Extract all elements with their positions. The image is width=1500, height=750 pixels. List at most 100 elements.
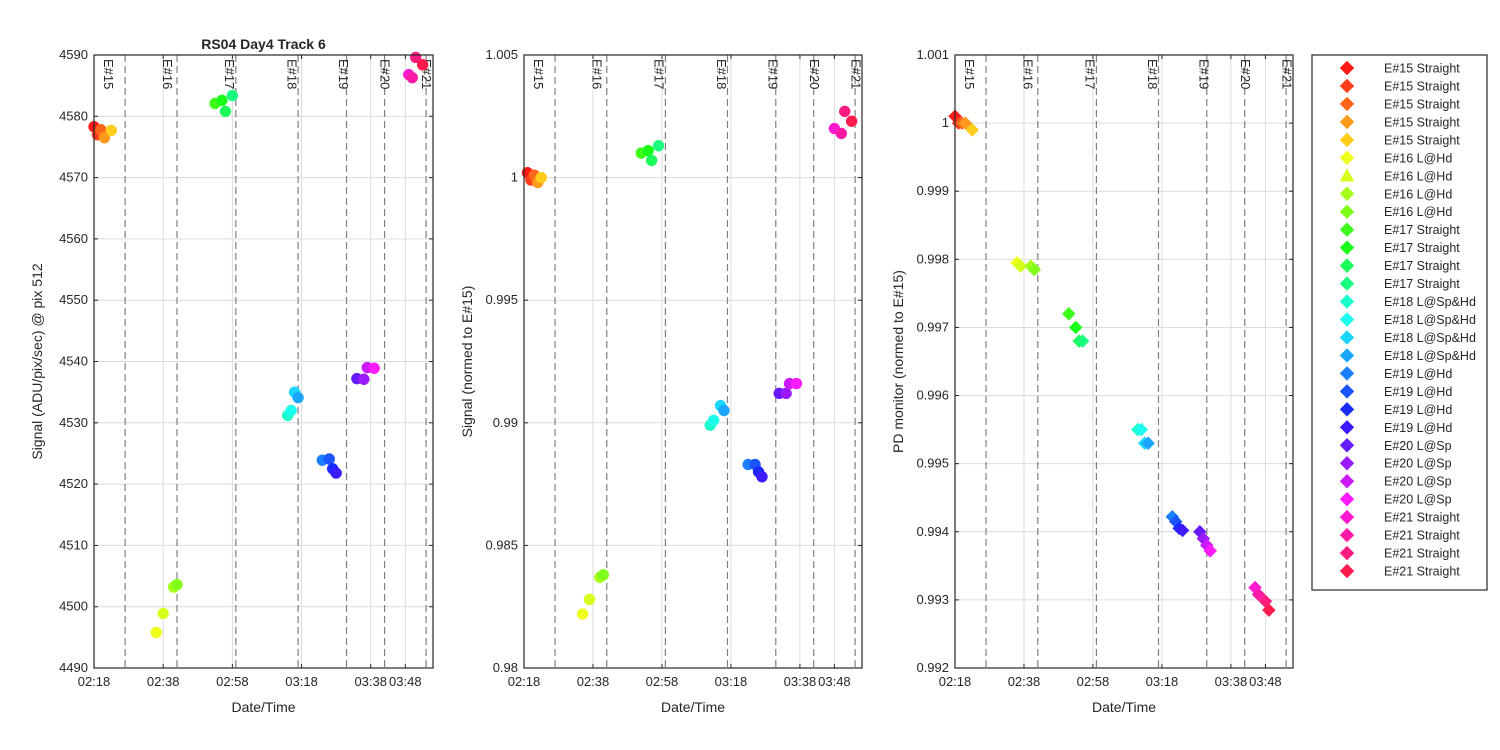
chart-title: RS04 Day4 Track 6 bbox=[201, 36, 326, 52]
x-tick-label: 03:38 bbox=[354, 674, 387, 689]
y-tick-label: 4500 bbox=[59, 599, 88, 614]
legend-marker bbox=[1339, 222, 1355, 237]
y-tick-label: 4510 bbox=[59, 537, 88, 552]
event-label: E#17 bbox=[1083, 59, 1098, 89]
event-label: E#18 bbox=[714, 59, 729, 89]
legend-marker bbox=[1339, 258, 1355, 273]
y-tick-label: 0.993 bbox=[916, 592, 949, 607]
y-tick-label: 0.998 bbox=[916, 251, 949, 266]
data-point bbox=[1141, 436, 1155, 451]
x-axis-label: Date/Time bbox=[231, 699, 295, 715]
data-point bbox=[1061, 306, 1076, 321]
y-tick-label: 0.997 bbox=[916, 319, 949, 334]
legend-label: E#16 L@Hd bbox=[1384, 205, 1452, 219]
y-tick-label: 4590 bbox=[59, 47, 88, 62]
legend-label: E#15 Straight bbox=[1384, 79, 1460, 93]
legend-marker bbox=[1339, 545, 1355, 561]
legend-marker bbox=[1339, 348, 1355, 363]
event-label: E#21 bbox=[1279, 59, 1294, 89]
legend-marker bbox=[1339, 438, 1355, 453]
data-point bbox=[845, 115, 858, 127]
legend-label: E#19 L@Hd bbox=[1384, 367, 1452, 381]
legend-marker bbox=[1339, 366, 1355, 381]
y-tick-label: 0.994 bbox=[916, 524, 949, 539]
legend-label: E#20 L@Sp bbox=[1384, 439, 1452, 453]
data-point bbox=[98, 132, 111, 144]
y-tick-label: 1 bbox=[942, 115, 949, 130]
event-label: E#17 bbox=[652, 59, 667, 89]
event-label: E#18 bbox=[284, 59, 299, 89]
x-tick-label: 03:18 bbox=[715, 674, 748, 689]
legend-marker bbox=[1339, 527, 1355, 543]
data-point bbox=[839, 105, 851, 118]
data-point bbox=[707, 414, 720, 427]
data-point bbox=[576, 608, 589, 620]
event-label: E#20 bbox=[807, 59, 822, 89]
data-point bbox=[1251, 587, 1266, 602]
data-point bbox=[1262, 603, 1276, 617]
legend-label: E#17 Straight bbox=[1384, 259, 1460, 273]
data-point bbox=[406, 71, 418, 84]
data-point bbox=[150, 626, 163, 639]
y-tick-label: 4490 bbox=[59, 660, 88, 675]
y-tick-label: 0.992 bbox=[916, 660, 949, 675]
legend: E#15 Straight E#15 Straight E#15 Straight E… bbox=[1311, 54, 1488, 591]
x-tick-label: 02:18 bbox=[508, 674, 541, 689]
legend-marker bbox=[1339, 276, 1355, 291]
data-point bbox=[790, 377, 803, 390]
legend-marker bbox=[1339, 384, 1355, 399]
data-point bbox=[642, 144, 654, 157]
legend-label: E#18 L@Sp&Hd bbox=[1384, 349, 1476, 363]
data-point bbox=[597, 569, 610, 581]
event-label: E#16 bbox=[1021, 59, 1036, 89]
event-label: E#15 bbox=[962, 59, 977, 89]
axes-box bbox=[93, 54, 434, 669]
data-point bbox=[285, 404, 297, 417]
data-point bbox=[157, 607, 169, 620]
legend-label: E#16 L@Hd bbox=[1384, 151, 1452, 165]
plot-area bbox=[524, 55, 862, 668]
chart-panels: 4490 4500 4510 4520 4530 4540 4550 4560 4570 4580… bbox=[29, 36, 1294, 715]
x-tick-label: 02:58 bbox=[1077, 674, 1110, 689]
y-tick-label: 1.001 bbox=[916, 47, 949, 62]
legend-marker bbox=[1339, 186, 1355, 201]
y-tick-label: 0.995 bbox=[485, 292, 518, 307]
data-point bbox=[583, 593, 596, 606]
legend-label: E#20 L@Sp bbox=[1384, 457, 1452, 471]
y-tick-label: 0.985 bbox=[485, 537, 518, 552]
legend-label: E#19 L@Hd bbox=[1384, 385, 1452, 399]
data-point bbox=[216, 94, 228, 107]
data-point bbox=[368, 362, 380, 374]
data-point bbox=[226, 89, 239, 102]
legend-marker bbox=[1339, 168, 1355, 182]
y-tick-label: 4560 bbox=[59, 231, 88, 246]
data-point bbox=[323, 453, 335, 465]
legend-marker bbox=[1339, 312, 1355, 327]
event-label: E#19 bbox=[336, 59, 351, 89]
legend-marker bbox=[1339, 114, 1355, 130]
legend-marker bbox=[1339, 240, 1355, 255]
event-label: E#16 bbox=[160, 59, 175, 89]
y-tick-label: 0.996 bbox=[916, 388, 949, 403]
legend-marker bbox=[1339, 491, 1355, 507]
legend-marker bbox=[1339, 294, 1355, 309]
data-point bbox=[219, 105, 232, 118]
legend-label: E#16 L@Hd bbox=[1384, 187, 1452, 201]
axes-box bbox=[954, 54, 1294, 669]
x-tick-label: 03:18 bbox=[285, 674, 318, 689]
y-tick-label: 1 bbox=[511, 170, 518, 185]
x-tick-label: 02:18 bbox=[939, 674, 972, 689]
x-tick-label: 03:48 bbox=[389, 674, 422, 689]
y-tick-label: 0.98 bbox=[493, 660, 518, 675]
y-tick-label: 4520 bbox=[59, 476, 88, 491]
data-point bbox=[171, 578, 183, 591]
legend-label: E#15 Straight bbox=[1384, 133, 1460, 147]
panel-3: 0.992 0.993 0.994 0.995 0.996 0.997 0.998 0.999… bbox=[890, 47, 1294, 715]
data-point bbox=[1068, 320, 1083, 335]
legend-label: E#20 L@Sp bbox=[1384, 475, 1452, 489]
axes-box bbox=[523, 54, 863, 669]
legend-label: E#17 Straight bbox=[1384, 277, 1460, 291]
legend-label: E#21 Straight bbox=[1384, 511, 1460, 525]
legend-label: E#16 L@Hd bbox=[1384, 169, 1452, 183]
